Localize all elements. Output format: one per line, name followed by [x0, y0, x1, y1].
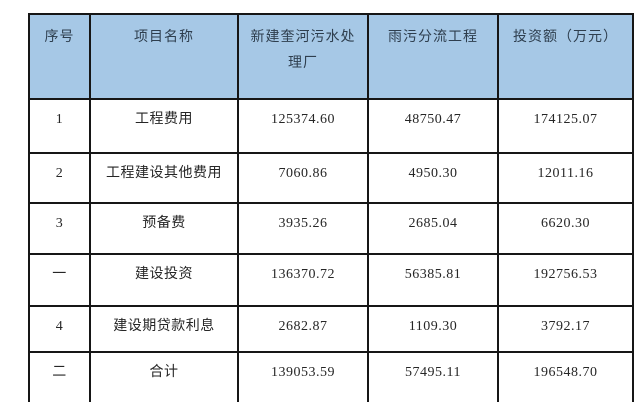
- cell-plant: 2682.87: [237, 305, 369, 353]
- investment-table: 序号 项目名称 新建奎河污水处理厂 雨污分流工程 投资额（万元） 1 工程费用 …: [28, 13, 634, 402]
- header-cell-diversion: 雨污分流工程: [367, 13, 499, 100]
- cell-diversion: 4950.30: [367, 152, 499, 204]
- cell-seq: 二: [28, 351, 91, 402]
- cell-plant: 136370.72: [237, 253, 369, 307]
- cell-seq: 3: [28, 202, 91, 255]
- table-row: 二 合计 139053.59 57495.11 196548.70: [28, 351, 634, 402]
- cell-seq: 2: [28, 152, 91, 204]
- cell-seq: 4: [28, 305, 91, 353]
- cell-total: 3792.17: [497, 305, 634, 353]
- header-cell-total: 投资额（万元）: [497, 13, 634, 100]
- cell-plant: 3935.26: [237, 202, 369, 255]
- table-row: 1 工程费用 125374.60 48750.47 174125.07: [28, 98, 634, 154]
- header-cell-seq: 序号: [28, 13, 91, 100]
- cell-diversion: 2685.04: [367, 202, 499, 255]
- cell-name: 预备费: [89, 202, 239, 255]
- cell-total: 174125.07: [497, 98, 634, 154]
- cell-diversion: 57495.11: [367, 351, 499, 402]
- header-cell-name: 项目名称: [89, 13, 239, 100]
- cell-seq: 一: [28, 253, 91, 307]
- cell-name: 工程建设其他费用: [89, 152, 239, 204]
- cell-total: 6620.30: [497, 202, 634, 255]
- table-row: 4 建设期贷款利息 2682.87 1109.30 3792.17: [28, 305, 634, 353]
- cell-name: 工程费用: [89, 98, 239, 154]
- cell-plant: 7060.86: [237, 152, 369, 204]
- header-cell-plant: 新建奎河污水处理厂: [237, 13, 369, 100]
- cell-plant: 139053.59: [237, 351, 369, 402]
- table-row: 2 工程建设其他费用 7060.86 4950.30 12011.16: [28, 152, 634, 204]
- cell-total: 12011.16: [497, 152, 634, 204]
- cell-name: 建设投资: [89, 253, 239, 307]
- table-row: 一 建设投资 136370.72 56385.81 192756.53: [28, 253, 634, 307]
- cell-name: 合计: [89, 351, 239, 402]
- table-row: 3 预备费 3935.26 2685.04 6620.30: [28, 202, 634, 255]
- cell-plant: 125374.60: [237, 98, 369, 154]
- cell-diversion: 1109.30: [367, 305, 499, 353]
- table-header-row: 序号 项目名称 新建奎河污水处理厂 雨污分流工程 投资额（万元）: [28, 13, 634, 100]
- cell-diversion: 56385.81: [367, 253, 499, 307]
- cell-total: 196548.70: [497, 351, 634, 402]
- cell-total: 192756.53: [497, 253, 634, 307]
- cell-seq: 1: [28, 98, 91, 154]
- cell-name: 建设期贷款利息: [89, 305, 239, 353]
- cell-diversion: 48750.47: [367, 98, 499, 154]
